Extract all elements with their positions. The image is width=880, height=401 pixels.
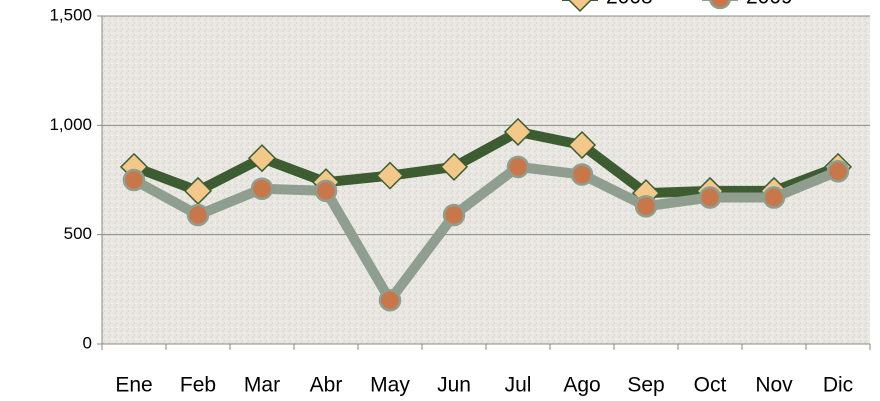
x-tick-label: Dic — [823, 374, 853, 397]
marker — [442, 203, 466, 227]
marker — [378, 289, 402, 312]
marker — [506, 155, 530, 179]
x-tick-label: Jul — [505, 374, 532, 397]
marker — [762, 186, 786, 209]
legend-label: 2009 — [746, 0, 793, 9]
x-tick-label: Ene — [115, 374, 152, 397]
marker — [826, 160, 850, 183]
marker — [186, 203, 210, 227]
marker — [567, 130, 597, 160]
x-tick-label: Jun — [437, 374, 471, 397]
marker — [122, 168, 146, 192]
y-tick-label: 0 — [83, 333, 92, 352]
x-tick-label: May — [370, 374, 410, 397]
marker — [247, 144, 277, 173]
x-tick-label: Oct — [694, 374, 727, 397]
x-tick-label: Sep — [627, 374, 664, 397]
marker — [698, 186, 722, 209]
legend-label: 2008 — [606, 0, 653, 9]
marker — [634, 194, 658, 218]
marker — [570, 163, 594, 186]
marker — [250, 177, 274, 200]
marker — [503, 117, 533, 146]
y-tick-label: 500 — [64, 224, 92, 243]
x-tick-label: Nov — [755, 374, 793, 397]
marker — [439, 152, 469, 181]
x-tick-label: Ago — [563, 374, 600, 397]
marker — [708, 0, 732, 10]
y-tick-label: 1,000 — [49, 115, 92, 134]
x-tick-label: Feb — [180, 374, 216, 397]
y-tick-label: 1,500 — [49, 5, 92, 24]
x-tick-label: Mar — [244, 374, 280, 397]
x-tick-label: Abr — [310, 374, 343, 397]
marker — [375, 161, 405, 190]
marker — [314, 179, 338, 203]
marker — [567, 0, 593, 13]
